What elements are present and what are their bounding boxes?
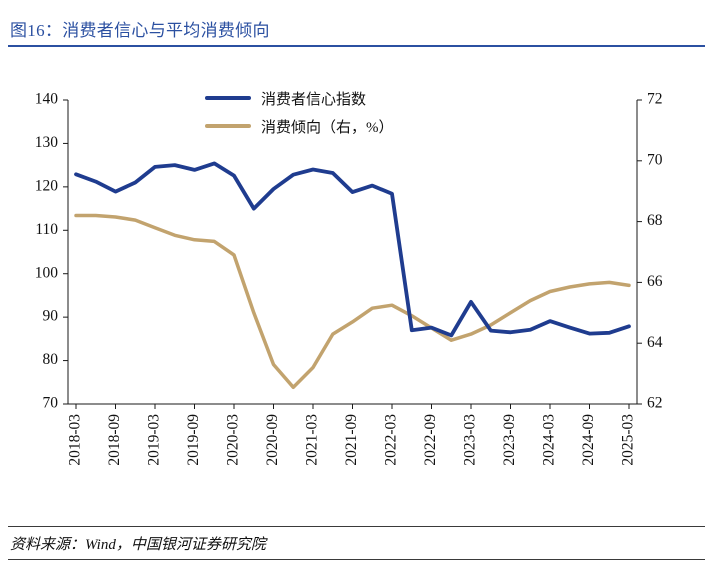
svg-text:70: 70 [43, 395, 59, 412]
svg-text:2021-03: 2021-03 [304, 414, 321, 466]
svg-text:2019-03: 2019-03 [146, 414, 163, 466]
svg-text:130: 130 [35, 134, 59, 151]
svg-text:90: 90 [43, 308, 59, 325]
legend-item-propensity: 消费倾向（右，%） [205, 112, 394, 140]
dual-axis-line-chart: 70 80 90 100 110 120 130 140 62 64 66 68 70 72 2018-03… [35, 91, 663, 466]
source-note: 资料来源：Wind，中国银河证券研究院 [10, 537, 266, 553]
svg-text:62: 62 [647, 395, 663, 412]
confidence-line [74, 161, 631, 338]
svg-text:2020-09: 2020-09 [264, 414, 281, 466]
figure-title: 图16：消费者信心与平均消费倾向 [10, 21, 270, 40]
svg-text:2018-03: 2018-03 [67, 414, 84, 466]
svg-text:2025-03: 2025-03 [620, 414, 637, 466]
legend-label-confidence: 消费者信心指数 [261, 91, 367, 108]
svg-text:66: 66 [647, 273, 663, 290]
svg-text:2023-09: 2023-09 [501, 414, 518, 466]
bottom-divider [8, 559, 705, 560]
svg-text:2021-09: 2021-09 [343, 414, 360, 466]
legend-swatch-propensity [205, 124, 251, 128]
svg-text:72: 72 [647, 91, 663, 108]
svg-text:110: 110 [35, 221, 58, 238]
legend-item-confidence: 消费者信心指数 [205, 84, 394, 112]
title-underline [8, 45, 705, 47]
propensity-line [74, 213, 631, 390]
svg-text:2019-09: 2019-09 [185, 414, 202, 466]
svg-text:120: 120 [35, 177, 59, 194]
svg-text:2020-03: 2020-03 [225, 414, 242, 466]
svg-text:100: 100 [35, 264, 59, 281]
svg-text:2024-03: 2024-03 [541, 414, 558, 466]
svg-text:2024-09: 2024-09 [580, 414, 597, 466]
svg-text:2018-09: 2018-09 [106, 414, 123, 466]
svg-text:2022-03: 2022-03 [383, 414, 400, 466]
svg-text:2022-09: 2022-09 [422, 414, 439, 466]
svg-text:140: 140 [35, 91, 59, 108]
svg-text:68: 68 [647, 212, 663, 229]
svg-text:80: 80 [43, 351, 59, 368]
svg-text:2023-03: 2023-03 [462, 414, 479, 466]
svg-text:64: 64 [647, 334, 663, 351]
footer-divider [8, 526, 705, 527]
svg-text:70: 70 [647, 151, 663, 168]
chart-legend: 消费者信心指数 消费倾向（右，%） [205, 84, 394, 140]
legend-label-propensity: 消费倾向（右，%） [261, 119, 394, 136]
legend-swatch-confidence [205, 96, 251, 100]
